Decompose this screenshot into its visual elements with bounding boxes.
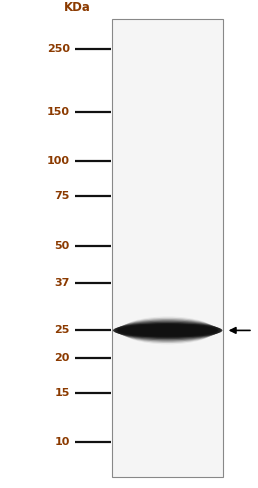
Text: 25: 25 xyxy=(54,325,70,335)
Text: 100: 100 xyxy=(47,156,70,166)
Text: KDa: KDa xyxy=(64,1,91,14)
Ellipse shape xyxy=(117,324,218,337)
Ellipse shape xyxy=(116,321,219,341)
Ellipse shape xyxy=(121,317,214,345)
Text: 37: 37 xyxy=(54,278,70,287)
Text: 250: 250 xyxy=(47,44,70,54)
Text: 20: 20 xyxy=(54,353,70,363)
Bar xyxy=(112,19,223,477)
Ellipse shape xyxy=(113,323,222,338)
Ellipse shape xyxy=(119,318,216,343)
Ellipse shape xyxy=(118,319,217,342)
Text: 150: 150 xyxy=(47,106,70,117)
Text: 75: 75 xyxy=(54,191,70,201)
Text: 50: 50 xyxy=(54,241,70,251)
Text: 15: 15 xyxy=(54,388,70,398)
Ellipse shape xyxy=(115,322,221,339)
Text: 10: 10 xyxy=(54,437,70,447)
